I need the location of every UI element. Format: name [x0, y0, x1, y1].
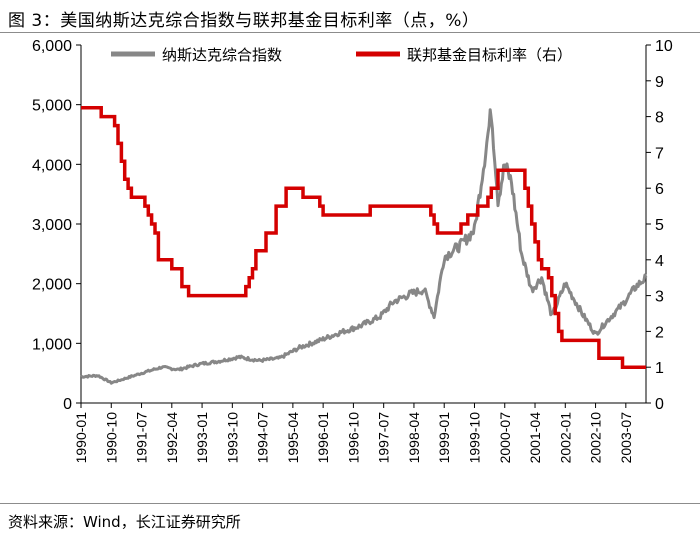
x-tick-label: 1999-01 — [436, 412, 452, 464]
x-tick-label: 2000-07 — [497, 412, 513, 464]
x-tick-label: 1996-01 — [315, 412, 331, 464]
right-tick-label: 7 — [655, 145, 664, 162]
left-tick-label: 0 — [63, 396, 72, 413]
x-tick-label: 1999-10 — [466, 412, 482, 464]
x-tick-label: 1995-04 — [285, 412, 301, 464]
legend-label: 联邦基金目标利率（右） — [407, 46, 572, 64]
figure-title: 图 3：美国纳斯达克综合指数与联邦基金目标利率（点，%） — [8, 11, 480, 31]
left-tick-label: 2,000 — [32, 277, 72, 294]
right-tick-label: 6 — [655, 181, 664, 198]
right-tick-label: 2 — [655, 324, 664, 341]
x-tick-label: 2002-01 — [557, 412, 573, 464]
left-tick-label: 6,000 — [32, 38, 72, 55]
right-tick-label: 4 — [655, 253, 664, 270]
x-tick-label: 1990-01 — [73, 412, 89, 464]
right-tick-label: 1 — [655, 360, 664, 377]
left-tick-label: 5,000 — [32, 98, 72, 115]
left-tick-label: 3,000 — [32, 217, 72, 234]
right-tick-label: 3 — [655, 289, 664, 306]
right-axis: 0 1 2 3 4 5 6 7 8 9 10 — [645, 38, 673, 413]
right-tick-label: 8 — [655, 110, 664, 127]
x-tick-label: 1993-10 — [224, 412, 240, 464]
x-tick-label: 1994-07 — [255, 412, 271, 464]
left-axis: 0 1,000 2,000 3,000 4,000 5,000 6,000 — [32, 38, 82, 413]
left-tick-label: 1,000 — [32, 336, 72, 353]
title-divider — [0, 32, 700, 33]
right-tick-label: 10 — [655, 38, 673, 55]
x-tick-label: 2001-04 — [527, 412, 543, 464]
series-fed-rate-line — [81, 105, 646, 369]
x-tick-label: 1992-04 — [164, 412, 180, 464]
right-tick-label: 9 — [655, 74, 664, 91]
series-nasdaq-line — [80, 108, 648, 385]
series-layer — [80, 105, 648, 385]
x-tick-label: 2002-10 — [588, 412, 604, 464]
legend: 纳斯达克综合指数 联邦基金目标利率（右） — [111, 46, 572, 64]
right-tick-label: 5 — [655, 217, 664, 234]
x-tick-label: 2003-07 — [618, 412, 634, 464]
x-tick-label: 1998-04 — [406, 412, 422, 464]
x-tick-label: 1997-07 — [376, 412, 392, 464]
left-tick-label: 4,000 — [32, 157, 72, 174]
legend-label: 纳斯达克综合指数 — [162, 46, 282, 64]
x-axis: 1990-01 1990-10 1991-07 1992-04 1993-01 1993-… — [73, 402, 646, 464]
x-tick-label: 1996-10 — [345, 412, 361, 464]
right-tick-label: 0 — [655, 396, 664, 413]
x-tick-label: 1990-10 — [103, 412, 119, 464]
x-tick-label: 1993-01 — [194, 412, 210, 464]
x-tick-label: 1991-07 — [134, 412, 150, 464]
nasdaq-fed-rate-chart: 0 1,000 2,000 3,000 4,000 5,000 6,000 0 1 2 3 4 5 6 7… — [32, 38, 673, 464]
source-note: 资料来源：Wind，长江证券研究所 — [8, 513, 241, 531]
source-divider — [0, 503, 700, 504]
